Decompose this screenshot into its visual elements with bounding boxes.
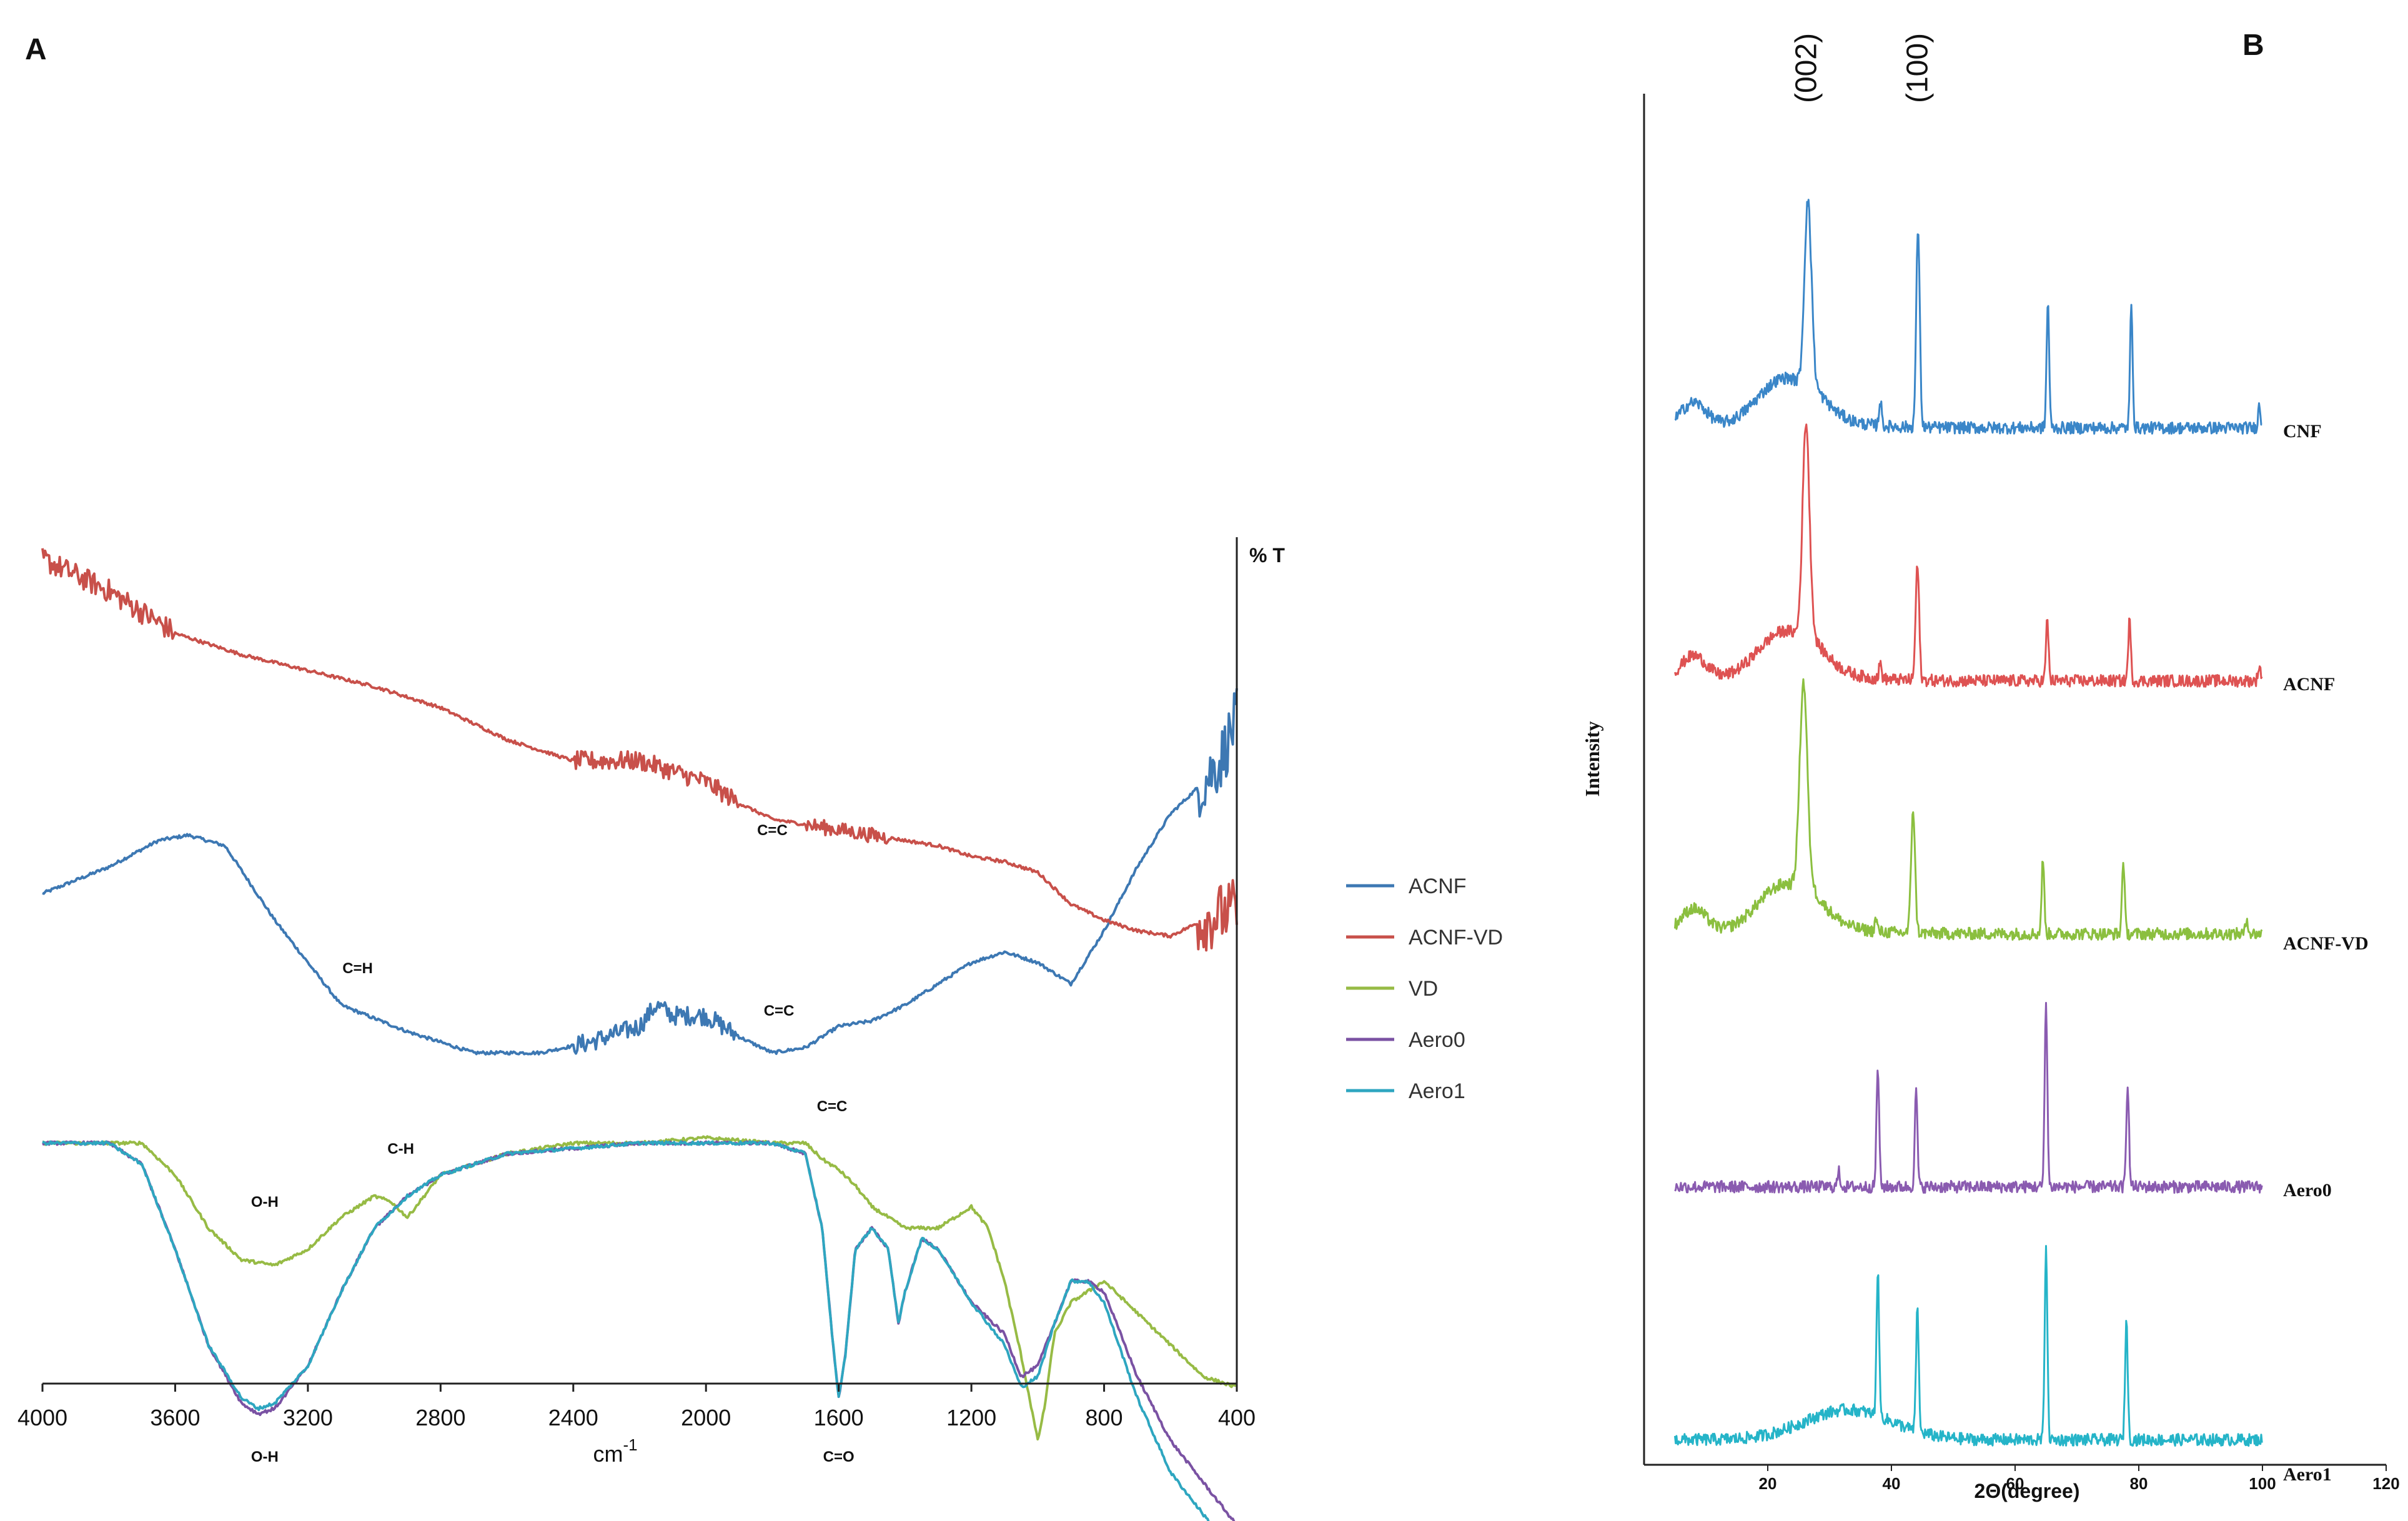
ftir-x-tick-label: 800 xyxy=(1086,1405,1123,1430)
ftir-series-vd xyxy=(42,1135,1237,1441)
xrd-peak-label: (002) xyxy=(1790,33,1823,103)
xrd-x-tick-label: 60 xyxy=(2006,1474,2024,1493)
ftir-legend-label: Aero1 xyxy=(1409,1079,1465,1103)
ftir-x-ticks: 4000 3600 3200 2800 2400 2000 1600 1200 800 400 xyxy=(17,1384,1256,1430)
ftir-annotation: C-H xyxy=(387,1141,414,1157)
xrd-y-label: Intensity xyxy=(1581,721,1603,797)
xrd-series-label: Aero0 xyxy=(2283,1180,2332,1201)
ftir-annotations: C=C C=H C=C C-H O-H C=C O-H C=O xyxy=(251,822,855,1465)
ftir-x-tick-label: 2800 xyxy=(415,1405,465,1430)
xrd-series-aero0 xyxy=(1674,1002,2263,1194)
ftir-annotation: C=C xyxy=(764,1003,795,1019)
ftir-legend-label: ACNF-VD xyxy=(1409,926,1503,949)
ftir-legend-label: ACNF xyxy=(1409,874,1467,898)
xrd-series-labels: CNF ACNF ACNF-VD Aero0 Aero1 xyxy=(2283,421,2369,1485)
ftir-annotation: O-H xyxy=(251,1194,279,1211)
ftir-x-tick-label: 3600 xyxy=(150,1405,200,1430)
xrd-series-lines xyxy=(1674,199,2263,1447)
xrd-series-label: ACNF xyxy=(2283,674,2335,695)
ftir-series-acnf-vd xyxy=(41,548,1238,952)
ftir-x-tick-label: 2400 xyxy=(548,1405,598,1430)
xrd-x-tick-label: 80 xyxy=(2130,1474,2148,1493)
xrd-x-tick-label: 100 xyxy=(2249,1474,2276,1493)
panel-b-letter: B xyxy=(2242,29,2264,62)
xrd-x-tick-label: 40 xyxy=(1883,1474,1901,1493)
xrd-series-label: ACNF-VD xyxy=(2283,933,2369,954)
ftir-x-tick-label: 4000 xyxy=(17,1405,67,1430)
xrd-series-label: Aero1 xyxy=(2283,1464,2332,1485)
ftir-legend-label: Aero0 xyxy=(1409,1028,1465,1052)
ftir-annotation: C=C xyxy=(817,1098,848,1115)
ftir-series-aero0 xyxy=(42,1140,1236,1521)
ftir-annotation: C=H xyxy=(342,960,373,977)
ftir-x-tick-label: 1600 xyxy=(814,1405,864,1430)
ftir-annotation: C=C xyxy=(757,822,788,839)
ftir-x-tick-label: 3200 xyxy=(283,1405,333,1430)
xrd-series-cnf xyxy=(1674,199,2262,435)
panel-a-letter: A xyxy=(25,33,47,66)
ftir-series-lines xyxy=(41,548,1238,1521)
xrd-x-label: 2Θ(degree) xyxy=(1974,1480,2080,1502)
ftir-legend-label: VD xyxy=(1409,977,1438,1001)
xrd-peak-label: (100) xyxy=(1901,33,1935,103)
xrd-x-tick-label: 20 xyxy=(1759,1474,1777,1493)
ftir-x-tick-label: 1200 xyxy=(946,1405,996,1430)
ftir-x-label-unit: cm xyxy=(593,1441,623,1467)
xrd-peak-labels: (002) (100) xyxy=(1790,33,1934,103)
xrd-x-tick-label: 120 xyxy=(2372,1474,2399,1493)
xrd-series-acnf-vd xyxy=(1674,678,2263,941)
ftir-annotation: C=O xyxy=(823,1449,855,1465)
xrd-series-label: CNF xyxy=(2283,421,2322,442)
xrd-chart: 20 40 60 80 100 120 Intensity 2Θ(degree) (002… xyxy=(1581,33,2400,1502)
ftir-chart: 4000 3600 3200 2800 2400 2000 1600 1200 800 400 %… xyxy=(17,537,1503,1521)
ftir-x-tick-label: 400 xyxy=(1218,1405,1256,1430)
ftir-x-label: cm-1 xyxy=(593,1435,637,1467)
ftir-series-aero1 xyxy=(42,1140,1210,1521)
xrd-series-aero1 xyxy=(1674,1245,2263,1447)
ftir-series-acnf xyxy=(42,688,1238,1056)
xrd-x-ticks: 20 40 60 80 100 120 xyxy=(1759,1465,2400,1493)
ftir-legend: ACNF ACNF-VD VD Aero0 Aero1 xyxy=(1346,874,1503,1103)
xrd-series-acnf xyxy=(1674,424,2263,688)
ftir-x-tick-label: 2000 xyxy=(681,1405,731,1430)
ftir-annotation: O-H xyxy=(251,1449,279,1465)
ftir-y-label: % T xyxy=(1249,544,1285,567)
ftir-x-label-exponent: -1 xyxy=(623,1435,637,1454)
